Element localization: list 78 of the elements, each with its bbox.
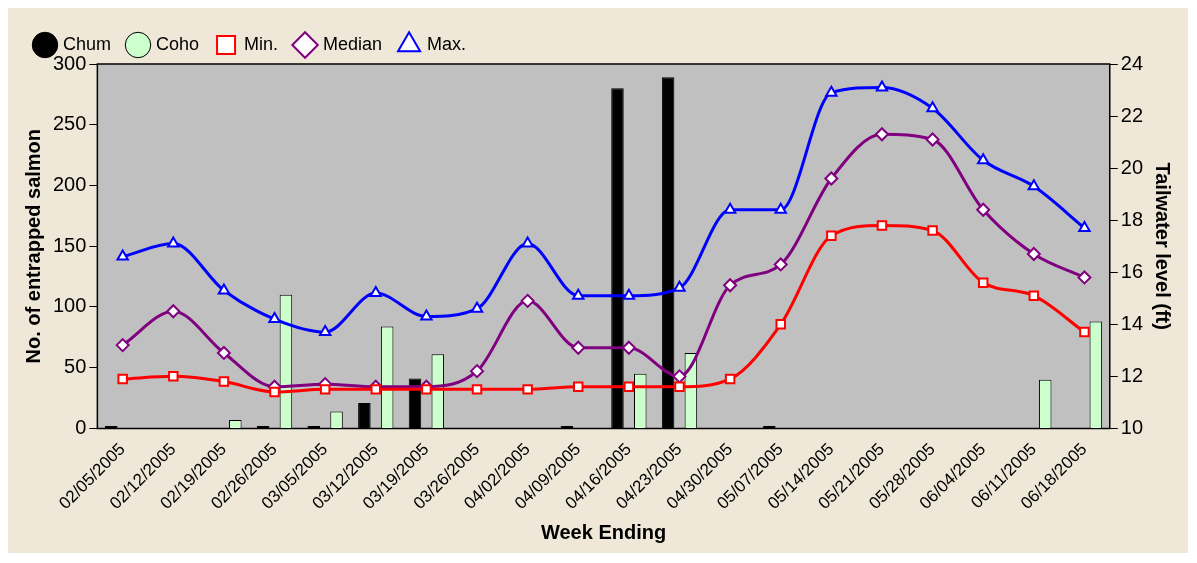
y2-tick-label: 16 xyxy=(1120,259,1143,282)
legend-label: Chum xyxy=(63,33,112,54)
point xyxy=(116,249,129,261)
legend-label: Coho xyxy=(156,33,200,54)
y-tick-label: 250 xyxy=(52,112,87,135)
point xyxy=(977,153,990,165)
point xyxy=(168,371,179,382)
y2-tick-label: 18 xyxy=(1120,207,1143,230)
point xyxy=(623,381,635,393)
y2-tick-label: 14 xyxy=(1120,311,1143,334)
point xyxy=(521,236,534,248)
point xyxy=(420,309,433,321)
point xyxy=(115,338,130,353)
point xyxy=(522,384,533,395)
point xyxy=(673,280,686,292)
point xyxy=(470,301,484,313)
point xyxy=(925,132,940,147)
point xyxy=(825,85,838,97)
point xyxy=(1026,247,1041,262)
y-axis-title: No. of entrapped salmon xyxy=(21,128,44,364)
point xyxy=(218,376,230,387)
y-tick-label: 200 xyxy=(52,172,87,195)
point xyxy=(775,319,786,330)
y2-tick-label: 24 xyxy=(1120,51,1143,74)
legend-label: Median xyxy=(323,33,383,54)
y2-tick-label: 20 xyxy=(1120,155,1143,178)
y2-tick-label: 12 xyxy=(1120,363,1143,386)
point xyxy=(1077,270,1092,285)
point xyxy=(674,381,685,393)
y2-axis-title: Tailwater level (ft) xyxy=(1152,162,1175,330)
y2-tick-label: 10 xyxy=(1120,415,1143,438)
point xyxy=(370,384,382,395)
point xyxy=(621,340,636,355)
point xyxy=(926,101,939,113)
point xyxy=(875,80,889,92)
point xyxy=(1079,326,1090,338)
point xyxy=(268,312,281,324)
point xyxy=(319,384,331,395)
point xyxy=(1027,179,1041,191)
point xyxy=(1028,290,1040,301)
point xyxy=(571,340,586,355)
point xyxy=(874,127,889,142)
point xyxy=(369,286,382,298)
point xyxy=(520,293,535,308)
x-axis-title: Week Ending xyxy=(540,520,667,543)
point xyxy=(672,369,687,384)
y-tick-label: 0 xyxy=(75,415,87,438)
point xyxy=(167,236,180,248)
legend-label: Min. xyxy=(244,33,279,54)
point xyxy=(1078,220,1091,232)
y-tick-label: 50 xyxy=(64,355,87,378)
point xyxy=(471,384,483,395)
point xyxy=(216,345,231,360)
point xyxy=(622,288,636,300)
point xyxy=(824,171,839,186)
point xyxy=(117,373,128,385)
point xyxy=(774,202,787,214)
point xyxy=(269,386,280,398)
point xyxy=(572,288,585,300)
point xyxy=(217,283,231,295)
point xyxy=(826,230,837,242)
point xyxy=(773,257,788,272)
point xyxy=(166,304,181,319)
point xyxy=(723,278,738,293)
point xyxy=(876,220,888,231)
legend-label: Max. xyxy=(427,33,467,54)
point xyxy=(724,373,736,385)
point xyxy=(927,225,938,236)
point xyxy=(318,325,332,337)
y-tick-label: 100 xyxy=(52,294,87,317)
point xyxy=(977,277,989,288)
y-tick-label: 150 xyxy=(52,233,87,256)
point xyxy=(470,364,485,379)
point xyxy=(573,381,584,393)
point xyxy=(723,202,737,214)
y2-tick-label: 22 xyxy=(1120,103,1143,126)
point xyxy=(976,202,991,217)
y-tick-label: 300 xyxy=(52,51,87,74)
